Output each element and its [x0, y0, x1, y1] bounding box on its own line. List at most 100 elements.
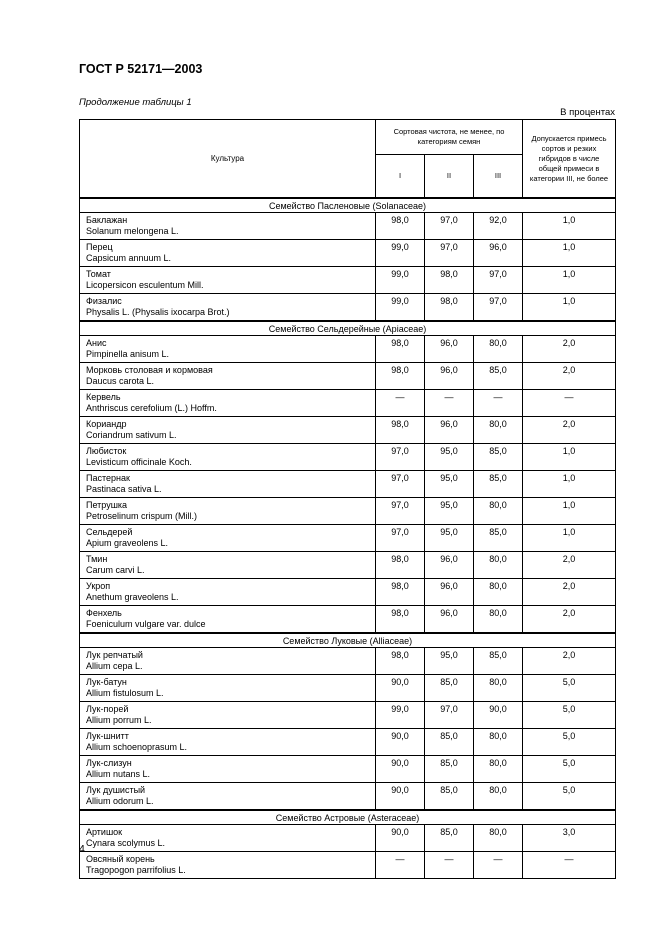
table-row: Морковь столовая и кормовая Daucus carota… — [79, 362, 616, 390]
category-2-value: 85,0 — [424, 782, 474, 811]
table-row: Фенхель Foeniculum vulgare var. dulce 98,0… — [79, 605, 616, 634]
culture-name-ru: Сельдерей — [86, 527, 133, 537]
table-row: Томат Licopersicon esculentum Mill. 99,0 98… — [79, 266, 616, 294]
seed-purity-table: Культура Сортовая чистота, не менее, по … — [79, 119, 616, 879]
admixture-value: 2,0 — [522, 362, 616, 390]
admixture-value: 1,0 — [522, 443, 616, 471]
category-3-value: 85,0 — [473, 524, 523, 552]
culture-name-ru: Лук душистый — [86, 785, 146, 795]
culture-name-ru: Лук-шнитт — [86, 731, 129, 741]
category-2-value: 95,0 — [424, 647, 474, 675]
culture-name-ru: Лук-слизун — [86, 758, 132, 768]
culture-name-ru: Перец — [86, 242, 113, 252]
culture-cell: Укроп Anethum graveolens L. — [79, 578, 376, 606]
category-2-value: 95,0 — [424, 524, 474, 552]
admixture-value: 2,0 — [522, 647, 616, 675]
category-3-value: 80,0 — [473, 551, 523, 579]
category-1-value: 97,0 — [375, 443, 425, 471]
category-3-value: 80,0 — [473, 674, 523, 702]
culture-name-ru: Овсяный корень — [86, 854, 155, 864]
culture-name-ru: Кервель — [86, 392, 121, 402]
category-1-value: 98,0 — [375, 578, 425, 606]
category-3-value: 80,0 — [473, 578, 523, 606]
culture-name-ru: Баклажан — [86, 215, 128, 225]
table-row: Лук репчатый Allium cepa L. 98,0 95,0 85,0 2,… — [79, 647, 616, 675]
category-1-value: 90,0 — [375, 755, 425, 783]
table-row: Тмин Carum carvi L. 98,0 96,0 80,0 2,0 — [79, 551, 616, 579]
culture-cell: Лук душистый Allium odorum L. — [79, 782, 376, 811]
culture-name-ru: Любисток — [86, 446, 127, 456]
category-3-value: — — [473, 389, 523, 417]
category-3-value: 97,0 — [473, 266, 523, 294]
culture-cell: Овсяный корень Tragopogon parrifolius L. — [79, 851, 376, 879]
culture-name-ru: Физалис — [86, 296, 122, 306]
admixture-value: 2,0 — [522, 335, 616, 363]
header-cat-2: II — [424, 154, 474, 199]
table-row: Перец Capsicum annuum L. 99,0 97,0 96,0 1,0 — [79, 239, 616, 267]
culture-cell: Фенхель Foeniculum vulgare var. dulce — [79, 605, 376, 634]
category-1-value: 98,0 — [375, 605, 425, 634]
admixture-value: 3,0 — [522, 824, 616, 852]
category-2-value: 85,0 — [424, 755, 474, 783]
culture-cell: Тмин Carum carvi L. — [79, 551, 376, 579]
culture-cell: Баклажан Solanum melongena L. — [79, 212, 376, 240]
culture-cell: Артишок Cynara scolymus L. — [79, 824, 376, 852]
category-2-value: 95,0 — [424, 497, 474, 525]
category-1-value: 90,0 — [375, 782, 425, 811]
table-row: Кориандр Coriandrum sativum L. 98,0 96,0 80,… — [79, 416, 616, 444]
admixture-value: 5,0 — [522, 755, 616, 783]
category-2-value: 98,0 — [424, 293, 474, 322]
culture-name-ru: Анис — [86, 338, 107, 348]
table-row: Любисток Levisticum officinale Koch. 97,0 9… — [79, 443, 616, 471]
table-row: Овсяный корень Tragopogon parrifolius L. —… — [79, 851, 616, 879]
family-row: Семейство Пасленовые (Solanaceae) — [79, 197, 616, 213]
culture-name-latin: Capsicum annuum L. — [86, 253, 172, 263]
table-row: Кервель Anthriscus cerefolium (L.) Hoffm.… — [79, 389, 616, 417]
category-3-value: 80,0 — [473, 335, 523, 363]
category-3-value: 96,0 — [473, 239, 523, 267]
culture-name-latin: Anethum graveolens L. — [86, 592, 179, 602]
culture-name-latin: Apium graveolens L. — [86, 538, 169, 548]
admixture-value: 1,0 — [522, 212, 616, 240]
culture-name-latin: Physalis L. (Physalis ixocarpa Brot.) — [86, 307, 230, 317]
culture-name-latin: Solanum melongena L. — [86, 226, 179, 236]
culture-name-ru: Кориандр — [86, 419, 127, 429]
category-3-value: 97,0 — [473, 293, 523, 322]
category-3-value: 92,0 — [473, 212, 523, 240]
category-1-value: 98,0 — [375, 362, 425, 390]
admixture-value: 2,0 — [522, 416, 616, 444]
category-2-value: 85,0 — [424, 728, 474, 756]
table-row: Артишок Cynara scolymus L. 90,0 85,0 80,0 3,0 — [79, 824, 616, 852]
admixture-value: 5,0 — [522, 728, 616, 756]
admixture-value: 1,0 — [522, 239, 616, 267]
header-purity: Сортовая чистота, не менее, по категория… — [375, 119, 523, 155]
culture-name-latin: Coriandrum sativum L. — [86, 430, 177, 440]
culture-name-ru: Лук репчатый — [86, 650, 143, 660]
culture-name-latin: Levisticum officinale Koch. — [86, 457, 192, 467]
culture-name-ru: Лук-порей — [86, 704, 129, 714]
culture-name-latin: Carum carvi L. — [86, 565, 145, 575]
table-row: Лук-слизун Allium nutans L. 90,0 85,0 80,0 5,… — [79, 755, 616, 783]
category-1-value: 97,0 — [375, 497, 425, 525]
table-row: Анис Pimpinella anisum L. 98,0 96,0 80,0 2,0 — [79, 335, 616, 363]
category-2-value: 97,0 — [424, 212, 474, 240]
culture-cell: Перец Capsicum annuum L. — [79, 239, 376, 267]
category-3-value: 85,0 — [473, 443, 523, 471]
family-row: Семейство Астровые (Asteraceae) — [79, 809, 616, 825]
admixture-value: 1,0 — [522, 497, 616, 525]
table-row: Физалис Physalis L. (Physalis ixocarpa Br… — [79, 293, 616, 322]
table-row: Лук-порей Allium porrum L. 99,0 97,0 90,0 5,0 — [79, 701, 616, 729]
category-1-value: 99,0 — [375, 293, 425, 322]
table-row: Пастернак Pastinaca sativa L. 97,0 95,0 85,0… — [79, 470, 616, 498]
category-2-value: — — [424, 851, 474, 879]
admixture-value: 1,0 — [522, 266, 616, 294]
category-1-value: 98,0 — [375, 212, 425, 240]
category-1-value: 98,0 — [375, 647, 425, 675]
family-name: Семейство Пасленовые (Solanaceae) — [79, 197, 616, 213]
culture-cell: Кервель Anthriscus cerefolium (L.) Hoffm. — [79, 389, 376, 417]
category-1-value: 99,0 — [375, 239, 425, 267]
category-1-value: 98,0 — [375, 416, 425, 444]
category-2-value: 95,0 — [424, 470, 474, 498]
category-3-value: — — [473, 851, 523, 879]
category-1-value: 99,0 — [375, 701, 425, 729]
